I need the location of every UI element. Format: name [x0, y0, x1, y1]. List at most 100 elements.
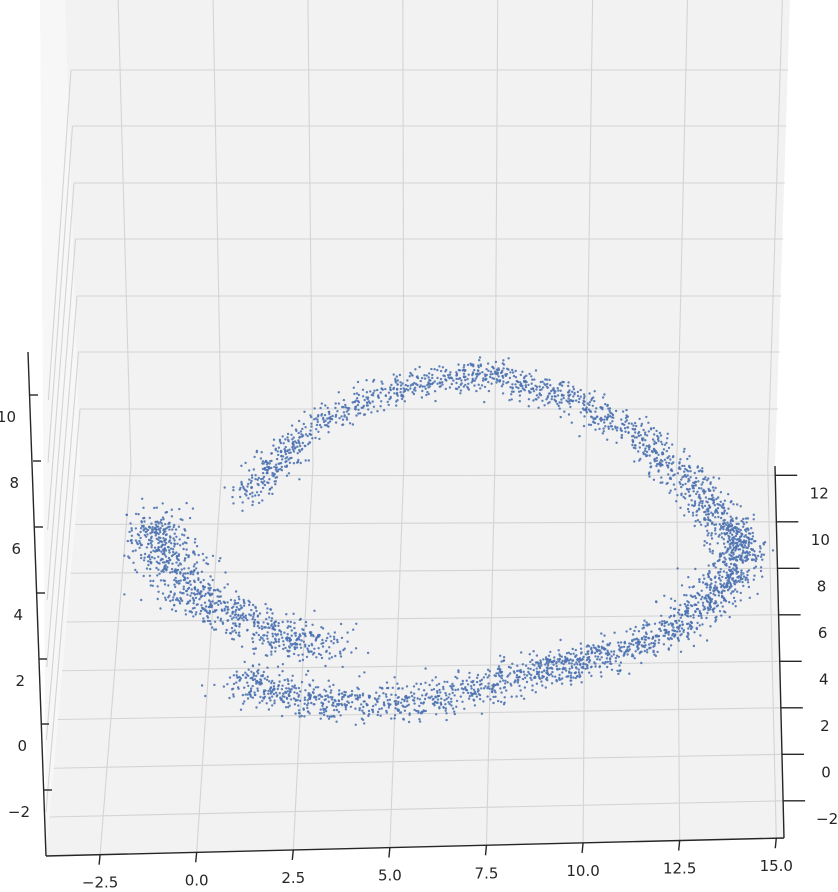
- scatter-point: [423, 374, 426, 377]
- scatter-point: [568, 402, 571, 405]
- scatter-point: [337, 402, 341, 405]
- scatter-point: [720, 532, 723, 535]
- scatter-point: [564, 655, 567, 659]
- scatter-point: [150, 536, 153, 540]
- scatter-point: [173, 545, 176, 548]
- scatter-point: [702, 477, 705, 481]
- scatter-point: [318, 634, 321, 637]
- scatter-point: [741, 552, 744, 555]
- scatter-point: [707, 532, 710, 535]
- scatter-point: [595, 648, 598, 651]
- scatter-point: [677, 627, 680, 631]
- scatter-point: [644, 439, 647, 442]
- scatter-point: [191, 607, 195, 610]
- scatter-point: [725, 523, 728, 526]
- scatter-point: [451, 707, 455, 710]
- scatter-point: [242, 604, 246, 607]
- scatter-point: [670, 469, 674, 473]
- scatter-point: [418, 704, 421, 708]
- scatter-point: [347, 701, 350, 704]
- scatter-point: [704, 525, 707, 528]
- scatter-point: [693, 504, 697, 507]
- scatter-point: [719, 491, 723, 494]
- scatter-point: [249, 687, 253, 690]
- scatter-point: [697, 614, 700, 618]
- scatter-point: [267, 708, 271, 711]
- scatter-point: [459, 695, 462, 698]
- scatter-point: [303, 632, 307, 635]
- scatter-point: [213, 683, 216, 687]
- scatter-point: [643, 619, 646, 622]
- scatter-point: [167, 584, 170, 587]
- scatter-point: [541, 380, 544, 383]
- scatter-point: [635, 424, 638, 428]
- scatter-point: [692, 585, 696, 588]
- scatter-point: [307, 459, 310, 462]
- scatter-point: [296, 452, 299, 455]
- scatter-point: [742, 523, 746, 526]
- scatter-point: [540, 680, 543, 683]
- scatter-point: [281, 458, 284, 461]
- scatter-point: [572, 395, 575, 398]
- scatter-point: [729, 522, 732, 525]
- scatter-point: [357, 687, 360, 691]
- scatter-point: [701, 604, 705, 607]
- scatter-point: [519, 390, 523, 393]
- scatter-point: [266, 637, 269, 640]
- scatter-point: [586, 402, 589, 405]
- scatter-point: [518, 400, 521, 403]
- scatter-point: [401, 698, 404, 701]
- scatter-point: [437, 682, 441, 686]
- scatter-point: [520, 382, 523, 386]
- scatter-point: [482, 676, 486, 679]
- scatter-point: [676, 567, 679, 570]
- scatter-point: [747, 536, 750, 539]
- scatter-point: [714, 616, 717, 619]
- scatter-point: [166, 545, 170, 549]
- scatter-point: [154, 523, 158, 526]
- scatter-point: [645, 444, 648, 448]
- scatter-point: [600, 645, 603, 648]
- scatter-point: [743, 556, 746, 559]
- scatter-point: [642, 452, 645, 456]
- scatter-point: [735, 522, 738, 526]
- scatter-point: [409, 691, 413, 694]
- scatter-point: [601, 640, 605, 643]
- scatter-point: [365, 379, 368, 382]
- scatter-point: [584, 409, 588, 412]
- scatter-point: [320, 695, 324, 698]
- scatter-point: [244, 489, 248, 492]
- scatter-point: [260, 625, 263, 628]
- scatter-point: [582, 399, 585, 403]
- scatter-point: [299, 643, 302, 646]
- grid-line: [74, 521, 777, 526]
- scatter-point: [180, 568, 183, 571]
- scatter-point: [575, 654, 578, 657]
- scatter-point: [730, 572, 733, 576]
- scatter-point: [442, 687, 445, 691]
- scatter-point: [740, 533, 744, 536]
- scatter-point: [705, 594, 708, 597]
- scatter-point: [521, 370, 524, 373]
- scatter-point: [181, 542, 185, 545]
- scatter-point: [710, 578, 713, 582]
- scatter-point: [266, 666, 269, 669]
- scatter-point: [174, 576, 177, 580]
- scatter-point: [142, 574, 145, 578]
- scatter-point: [159, 521, 162, 524]
- scatter-point: [717, 571, 720, 574]
- scatter-point: [707, 504, 711, 507]
- scatter-point: [546, 396, 549, 399]
- scatter-point: [238, 608, 241, 611]
- scatter-point: [268, 488, 271, 491]
- scatter-point: [270, 619, 273, 623]
- scatter-point: [651, 450, 654, 454]
- scatter-point: [505, 372, 509, 376]
- scatter-point: [694, 520, 697, 523]
- scatter-point: [394, 381, 398, 384]
- scatter-point: [308, 684, 312, 687]
- scatter-point: [163, 583, 167, 586]
- scatter-point: [260, 627, 264, 631]
- scatter-point: [179, 591, 182, 594]
- scatter-point: [202, 578, 205, 582]
